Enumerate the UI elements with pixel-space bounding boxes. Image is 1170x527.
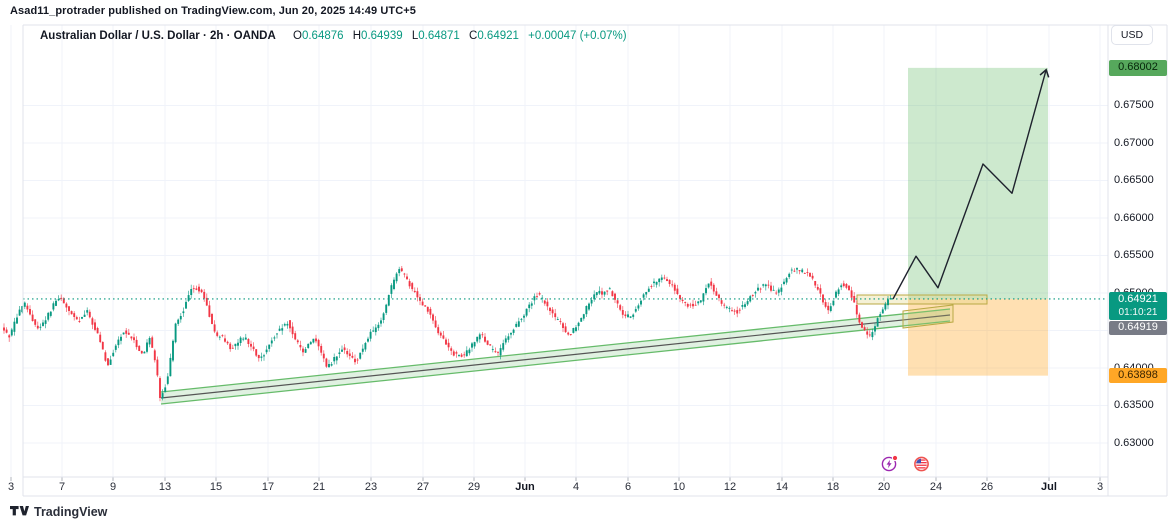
candlestick-series [3, 266, 892, 402]
symbol-title-bar: Australian Dollar / U.S. Dollar · 2h · O… [40, 30, 627, 42]
change-value: +0.00047 (+0.07%) [528, 30, 627, 42]
time-axis-label: 23 [364, 481, 378, 493]
time-axis-label: 14 [775, 481, 789, 493]
time-axis-label: 12 [723, 481, 737, 493]
time-axis-label: 10 [672, 481, 686, 493]
publish-attribution: Asad11_protrader published on TradingVie… [10, 5, 416, 17]
price-axis-label: 0.63000 [1114, 436, 1154, 449]
time-axis-label: 15 [209, 481, 223, 493]
low-value: 0.64871 [418, 30, 460, 42]
secondary-price-label: 0.64919 [1109, 320, 1167, 335]
high-label: H [352, 30, 362, 42]
time-axis-label: 20 [877, 481, 891, 493]
price-axis-label: 0.67500 [1114, 99, 1154, 111]
tradingview-logo[interactable]: TradingView [10, 505, 107, 519]
time-axis-label: 21 [312, 481, 326, 493]
channel-selection-outline[interactable] [902, 304, 954, 329]
close-label: C [469, 30, 478, 42]
high-value: 0.64939 [361, 30, 403, 42]
time-axis-label: 24 [929, 481, 943, 493]
time-axis-label: 26 [980, 481, 994, 493]
current-price-label: 0.64921 01:10:21 [1109, 291, 1167, 320]
price-axis-label: 0.67000 [1114, 136, 1154, 149]
time-axis-label: 18 [826, 481, 840, 493]
time-axis-label: Jun [515, 481, 535, 493]
lightning-event-icon[interactable] [881, 454, 899, 472]
open-label: O [293, 30, 302, 42]
time-axis-label: Jul [1041, 481, 1057, 493]
bar-countdown: 01:10:21 [1118, 306, 1158, 318]
tradingview-logo-text: TradingView [34, 505, 108, 519]
time-axis-label: 13 [158, 481, 172, 493]
low-label: L [411, 30, 419, 42]
risk-zone[interactable] [908, 298, 1048, 376]
time-axis-label: 29 [467, 481, 481, 493]
close-value: 0.64921 [477, 30, 519, 42]
tradingview-logo-icon [10, 505, 29, 515]
time-axis-label: 17 [261, 481, 275, 493]
profit-zone[interactable] [908, 67, 1048, 299]
time-axis-label: 4 [572, 481, 580, 493]
projected-path-arrow[interactable] [892, 68, 1050, 300]
time-axis-label: 27 [416, 481, 430, 493]
time-axis-label: 9 [109, 481, 117, 493]
us-flag-event-icon[interactable] [913, 455, 930, 472]
open-value: 0.64876 [301, 30, 344, 42]
entry-zone-strip[interactable] [856, 294, 988, 305]
time-axis-label: 6 [624, 481, 632, 493]
current-price-value: 0.64921 [1118, 292, 1158, 305]
price-axis-label: 0.66000 [1114, 211, 1154, 224]
stop-price-label: 0.63898 [1109, 368, 1167, 384]
price-axis-label: 0.65500 [1114, 249, 1154, 261]
symbol-title[interactable]: Australian Dollar / U.S. Dollar · 2h · O… [40, 30, 276, 42]
time-axis-label: 3 [7, 481, 15, 493]
price-axis-label: 0.63500 [1114, 399, 1154, 411]
currency-usd-button[interactable]: USD [1111, 25, 1153, 45]
time-axis-label: 7 [58, 481, 66, 493]
target-price-label: 0.68002 [1109, 59, 1167, 76]
price-axis-label: 0.66500 [1114, 174, 1154, 186]
time-axis-label: 3 [1096, 481, 1104, 493]
